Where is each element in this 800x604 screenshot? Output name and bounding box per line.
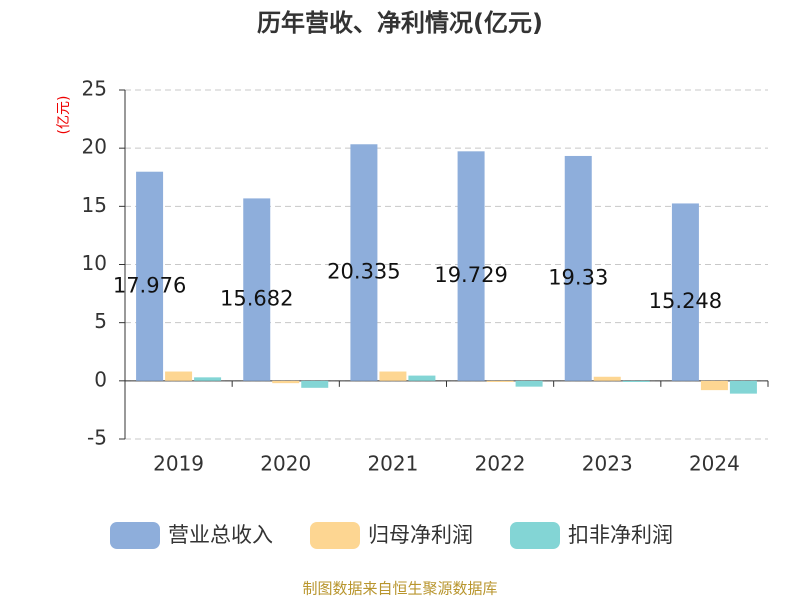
data-label: 19.33 [548, 265, 608, 289]
x-tick-label: 2019 [153, 452, 204, 476]
legend-label: 营业总收入 [168, 523, 273, 547]
bar [243, 198, 271, 381]
data-label: 17.976 [113, 273, 186, 297]
legend-swatch [310, 522, 360, 549]
bar [671, 203, 699, 381]
data-label: 15.248 [649, 289, 722, 313]
bar [408, 375, 436, 381]
bar [136, 171, 164, 381]
bar [350, 144, 378, 381]
bar [301, 380, 329, 388]
bar [486, 380, 514, 382]
data-label: 15.682 [220, 287, 293, 311]
y-tick-label: 15 [82, 193, 107, 217]
source-note: 制图数据来自恒生聚源数据库 [302, 580, 497, 598]
bar [700, 380, 728, 391]
x-tick-label: 2021 [367, 452, 418, 476]
x-tick-label: 2023 [582, 452, 633, 476]
y-tick-label: 10 [82, 251, 107, 275]
bar [593, 376, 621, 381]
x-tick-label: 2020 [260, 452, 311, 476]
bar [165, 371, 193, 381]
y-tick-label: 25 [82, 77, 107, 101]
legend-label: 扣非净利润 [568, 523, 673, 547]
legend-swatch [110, 522, 160, 549]
bar [515, 380, 543, 387]
bar [272, 380, 300, 384]
chart-title: 历年营收、净利情况(亿元) [257, 9, 543, 37]
x-tick-label: 2024 [689, 452, 740, 476]
legend-label: 归母净利润 [368, 523, 473, 547]
bar [564, 155, 592, 381]
bar [622, 380, 650, 382]
legend-swatch [510, 522, 560, 549]
y-tick-label: -5 [87, 426, 107, 450]
bar [457, 151, 485, 381]
y-tick-label: 0 [94, 367, 107, 391]
y-tick-label: 20 [82, 135, 107, 159]
bar [194, 377, 222, 381]
bar [729, 380, 757, 394]
y-tick-label: 5 [94, 309, 107, 333]
data-label: 20.335 [327, 260, 400, 284]
x-tick-label: 2022 [475, 452, 526, 476]
bar [379, 371, 407, 381]
y-axis-label: (亿元) [56, 96, 72, 135]
data-label: 19.729 [434, 263, 507, 287]
